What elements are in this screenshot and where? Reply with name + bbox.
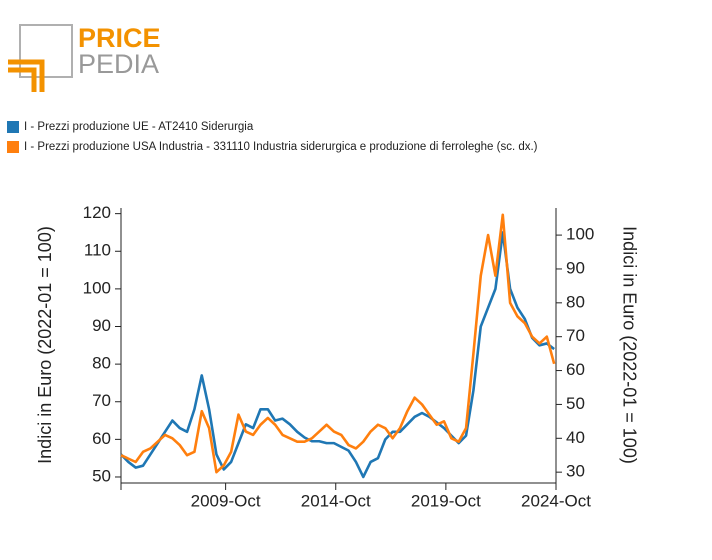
y2-tick-label: 60 <box>566 360 585 379</box>
y2-tick-label: 50 <box>566 394 585 413</box>
logo-frame <box>19 24 73 78</box>
series-line <box>120 231 555 479</box>
logo-bottom: PEDIA <box>78 49 159 79</box>
y2-tick-label: 40 <box>566 428 585 447</box>
y2-tick-label: 90 <box>566 258 585 277</box>
legend-swatch <box>7 121 19 133</box>
y-tick-label: 90 <box>92 316 111 335</box>
y2-tick-label: 70 <box>566 326 585 345</box>
x-tick-label: 2024-Oct <box>521 491 591 510</box>
y-tick-label: 100 <box>83 278 111 297</box>
y2-tick-label: 100 <box>566 225 594 244</box>
logo: PRICE PEDIA <box>8 23 161 92</box>
y2-tick-label: 80 <box>566 292 585 311</box>
legend-swatch <box>7 141 19 153</box>
series-line <box>120 213 556 474</box>
y-tick-label: 110 <box>84 241 111 260</box>
x-tick-label: 2009-Oct <box>191 491 261 510</box>
y-tick-label: 120 <box>83 203 111 222</box>
y2-tick-label: 30 <box>566 462 585 481</box>
legend-label: I - Prezzi produzione UE - AT2410 Sideru… <box>24 121 254 133</box>
y-tick-label: 70 <box>92 391 111 410</box>
y2-axis-title: Indici in Euro (2022-01 = 100) <box>619 226 639 464</box>
y-tick-label: 60 <box>92 429 111 448</box>
x-tick-label: 2014-Oct <box>301 491 371 510</box>
y-tick-label: 80 <box>92 354 111 373</box>
x-tick-label: 2019-Oct <box>411 491 481 510</box>
logo-top: PRICE <box>78 23 161 53</box>
logo-bracket <box>8 59 45 92</box>
y-axis-title: Indici in Euro (2022-01 = 100) <box>35 226 55 464</box>
legend-label: I - Prezzi produzione USA Industria - 33… <box>24 141 538 153</box>
y-tick-label: 50 <box>92 466 111 485</box>
